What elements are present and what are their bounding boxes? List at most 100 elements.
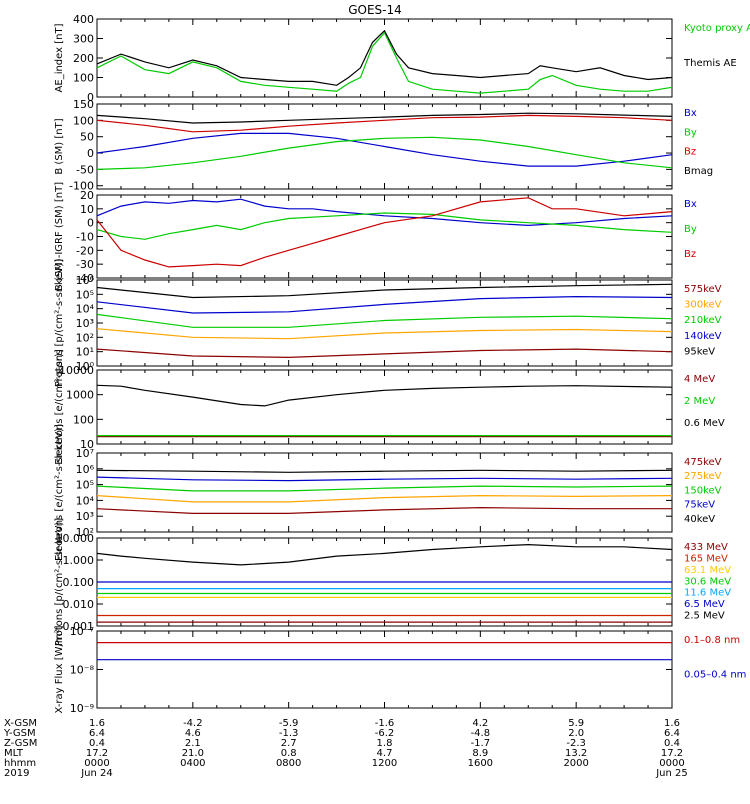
y-tick-label: 100 (73, 114, 94, 127)
series-line-1 (96, 198, 673, 227)
legend-entry: 575keV (684, 284, 722, 295)
legend-entry: 475keV (684, 457, 722, 468)
y-tick-label: 10⁴ (76, 303, 95, 316)
ephemeris-value: 0000 (84, 758, 109, 769)
y-axis-label: AE_index [nT] (54, 23, 65, 92)
y-tick-label: 200 (73, 52, 94, 65)
legend-entry: 95keV (684, 346, 715, 357)
series-line-3 (96, 114, 673, 133)
legend-entry: Bz (684, 147, 696, 158)
y-tick-label: 10 (80, 203, 94, 216)
series-line-3 (96, 384, 673, 407)
ephemeris-value: 4.2 (472, 718, 488, 729)
legend-entry: Kyoto proxy AE (684, 23, 750, 34)
panel-frame (96, 452, 673, 533)
ephemeris-value: -2.3 (566, 738, 586, 749)
y-tick-label: 10³ (76, 317, 94, 330)
y-tick-label: -10 (76, 231, 94, 244)
legend-entry: 63.1 MeV (684, 565, 731, 576)
y-tick-label: 10⁻⁸ (70, 664, 95, 677)
legend-entry: Bx (684, 199, 697, 210)
y-tick-label: 10000 (59, 364, 94, 377)
series-line-3 (96, 313, 673, 328)
ephemeris-value: 6.4 (664, 728, 680, 739)
y-tick-label: -40 (76, 272, 94, 285)
ephemeris-value: 2.1 (185, 738, 201, 749)
series-line-2 (96, 494, 673, 503)
panel-2: -100 -50 0 50 100 150 B (SM) [nT] Bx By Bz Bmag (54, 98, 713, 193)
y-tick-label: 0 (87, 217, 94, 230)
y-tick-label: 100 (73, 72, 94, 85)
ephemeris-value: -4.2 (183, 718, 203, 729)
y-tick-label: -50 (76, 163, 94, 176)
ephemeris-value: 2.0 (568, 728, 584, 739)
ephemeris-value: 5.9 (568, 718, 584, 729)
legend-entry: 2.5 MeV (684, 611, 725, 622)
ephemeris-value: 17.2 (86, 748, 108, 759)
y-tick-label: 10⁰ (76, 360, 95, 373)
ephemeris-row-label: Y-GSM (3, 728, 36, 739)
panel-frame (96, 279, 673, 367)
y-tick-label: -20 (76, 244, 94, 257)
series-line-4 (96, 476, 673, 482)
y-tick-label: 10.000 (56, 532, 95, 545)
ephemeris-value: Jun 25 (655, 768, 688, 779)
y-tick-label: 50 (80, 131, 94, 144)
legend-entry: 30.6 MeV (684, 576, 731, 587)
legend-entry: 0.05–0.4 nm (684, 670, 746, 681)
series-line-3 (96, 485, 673, 492)
ephemeris-value: 0400 (180, 758, 205, 769)
ephemeris-value: 0800 (276, 758, 301, 769)
ephemeris-value: 1200 (372, 758, 397, 769)
panel-8: 10⁻⁹ 10⁻⁸ 10⁻⁷ X-ray Flux [W/m²] 0.1–0.8 nm 0… (54, 625, 746, 715)
y-axis-label: Electrons [e/(cm²-s-sr)] (54, 349, 65, 465)
legend-entry: 165 MeV (684, 553, 728, 564)
ephemeris-value: 1.6 (89, 718, 105, 729)
y-tick-label: 10¹ (76, 346, 94, 359)
panel-1: 0 100 200 300 400 AE_index [nT] Kyoto proxy AE… (54, 13, 750, 104)
series-line-2 (96, 136, 673, 170)
chart-title: GOES-14 (348, 3, 402, 17)
y-tick-label: 100 (73, 413, 94, 426)
ephemeris-row-label: 2019 (4, 768, 29, 779)
ephemeris-value: 4.6 (185, 728, 201, 739)
series-line-4 (96, 295, 673, 314)
legend-entry: 150keV (684, 485, 722, 496)
ephemeris-value: 4.7 (377, 748, 393, 759)
y-tick-label: 0 (87, 91, 94, 104)
y-axis-label: X-ray Flux [W/m²] (54, 625, 65, 713)
series-line-1 (96, 31, 673, 94)
legend-entry: Bz (684, 249, 696, 260)
ephemeris-value: 1.8 (377, 738, 393, 749)
y-tick-label: 1000 (66, 389, 94, 402)
y-tick-label: 150 (73, 98, 94, 111)
legend-entry: 11.6 MeV (684, 588, 731, 599)
y-tick-label: 10⁷ (76, 447, 94, 460)
y-tick-label: 10² (76, 331, 94, 344)
series-line-7 (96, 543, 673, 566)
ephemeris-value: 13.2 (565, 748, 587, 759)
legend-entry: By (684, 127, 697, 138)
y-tick-label: 10⁶ (76, 463, 95, 476)
y-tick-label: 10⁻⁷ (70, 625, 94, 638)
y-tick-label: 10⁵ (76, 288, 94, 301)
legend-entry: 75keV (684, 500, 715, 511)
y-tick-label: 400 (73, 13, 94, 26)
legend-entry: 433 MeV (684, 542, 728, 553)
legend-entry: By (684, 224, 697, 235)
legend-entry: 275keV (684, 471, 722, 482)
series-line-1 (96, 132, 673, 167)
ephemeris-value: 21.0 (182, 748, 204, 759)
ephemeris-value: Jun 24 (80, 768, 113, 779)
ephemeris-value: 1.6 (664, 718, 680, 729)
y-axis-label: Protons [p/(cm²-s-sr-keV)] (54, 518, 65, 646)
legend-entry: 210keV (684, 315, 722, 326)
ephemeris-value: 6.4 (89, 728, 105, 739)
y-axis-label: B (SM) [nT] (54, 118, 65, 174)
y-tick-label: 10⁴ (76, 494, 95, 507)
